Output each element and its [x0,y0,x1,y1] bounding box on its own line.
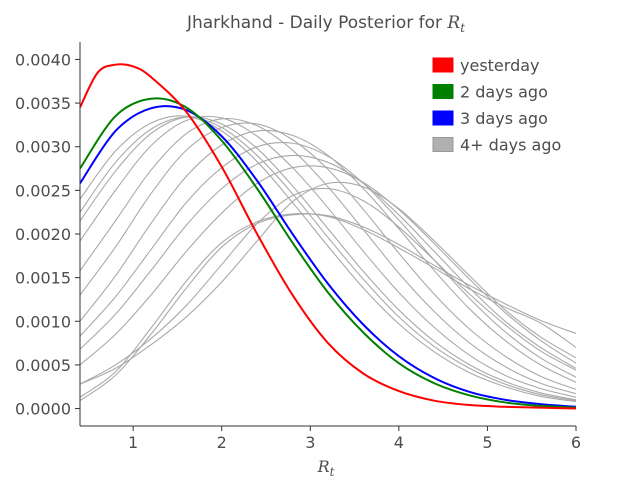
legend-label: 3 days ago [460,109,548,128]
series-layer [79,63,577,410]
x-tick-label: 4 [394,433,404,452]
x-tick-label: 5 [482,433,492,452]
y-ticks: 0.0000 0.0005 0.0010 0.0015 0.0020 0.0025 0.00… [15,50,80,419]
series-line-4-days-ago-6 [79,141,577,378]
y-tick-label: 0.0000 [15,400,71,419]
x-tick-label: 6 [571,433,581,452]
x-axis-label: Rt [317,457,335,479]
series-line-2-days-ago-15 [79,97,577,409]
series-line-4-days-ago-12 [79,116,577,402]
x-tick-label: 2 [217,433,227,452]
series-line-4-days-ago-9 [79,117,577,395]
legend-swatch [432,84,454,99]
legend-label: 2 days ago [460,83,548,102]
y-tick-label: 0.0040 [15,50,71,69]
x-ticks: 1 2 3 4 5 6 [128,426,581,452]
x-tick-label: 1 [128,433,138,452]
series-line-4-days-ago-7 [79,129,577,383]
series-line-4-days-ago-5 [79,154,577,369]
series-line-4-days-ago-8 [79,122,577,390]
y-tick-label: 0.0005 [15,356,71,375]
y-tick-label: 0.0025 [15,181,71,200]
legend-swatch [432,57,454,73]
y-tick-label: 0.0020 [15,225,71,244]
series-line-yesterday-16 [79,63,577,410]
y-tick-label: 0.0010 [15,312,71,331]
series-line-4-days-ago-10 [79,115,577,398]
series-line-4-days-ago-4 [79,165,577,366]
series-line-4-days-ago-0 [79,213,577,402]
series-line-4-days-ago-2 [79,181,577,385]
x-tick-label: 3 [305,433,315,452]
legend-swatch [432,137,454,152]
chart-title: Jharkhand - Daily Posterior for Rt [186,13,465,35]
series-line-4-days-ago-1 [79,213,577,398]
legend-label: 4+ days ago [460,136,561,155]
y-tick-label: 0.0030 [15,138,71,157]
series-line-4-days-ago-13 [79,115,577,403]
legend-swatch [432,110,454,126]
y-tick-label: 0.0015 [15,269,71,288]
series-line-3-days-ago-14 [79,105,577,408]
legend: yesterday 2 days ago 3 days ago 4+ days ago [432,56,561,155]
legend-label: yesterday [460,56,540,75]
series-line-4-days-ago-11 [79,116,577,401]
series-line-4-days-ago-3 [79,187,577,385]
y-tick-label: 0.0035 [15,94,71,113]
